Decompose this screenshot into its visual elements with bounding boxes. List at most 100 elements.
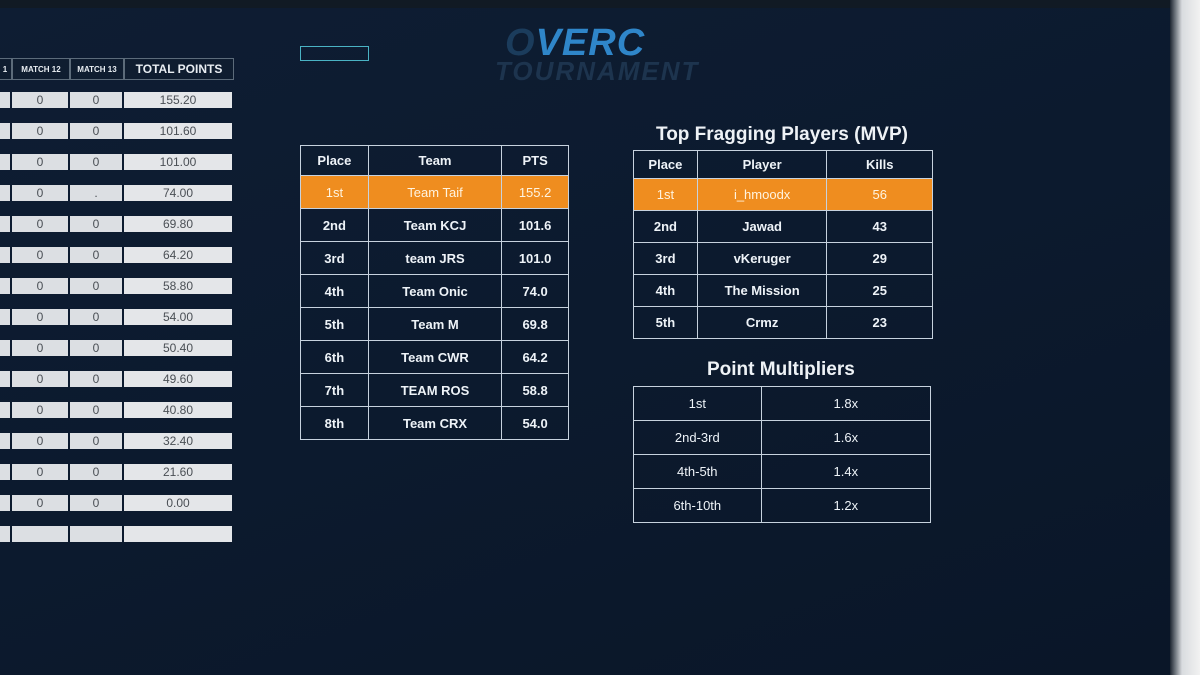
standings-pts-cell[interactable]: 101.0 <box>501 241 569 275</box>
standings-team-header[interactable]: Team <box>367 145 503 176</box>
match-12-header[interactable]: MATCH 12 <box>12 58 70 80</box>
multiplier-value-cell[interactable]: 1.4x <box>760 454 932 489</box>
standings-team-cell[interactable]: Team KCJ <box>367 208 503 242</box>
standings-team-cell[interactable]: team JRS <box>367 241 503 275</box>
mvp-player-cell[interactable]: Crmz <box>696 306 828 339</box>
standings-place-cell[interactable]: 7th <box>300 373 369 407</box>
total-points-cell[interactable]: 21.60 <box>124 464 232 480</box>
standings-place-header[interactable]: Place <box>300 145 369 176</box>
match-12-cell[interactable]: 0 <box>12 464 68 480</box>
total-points-cell[interactable]: 69.80 <box>124 216 232 232</box>
standings-place-cell[interactable]: 6th <box>300 340 369 374</box>
standings-team-cell[interactable]: TEAM ROS <box>367 373 503 407</box>
total-points-header[interactable]: TOTAL POINTS <box>124 58 234 80</box>
match-11-cell[interactable] <box>0 154 10 170</box>
match-12-cell[interactable]: 0 <box>12 402 68 418</box>
multiplier-value-cell[interactable]: 1.8x <box>760 386 932 421</box>
match-13-cell[interactable]: 0 <box>70 92 122 108</box>
total-points-cell[interactable]: 101.00 <box>124 154 232 170</box>
mvp-kills-cell[interactable]: 25 <box>826 274 933 307</box>
multiplier-range-cell[interactable]: 4th-5th <box>633 454 762 489</box>
total-points-cell[interactable] <box>124 526 232 542</box>
standings-team-cell[interactable]: Team M <box>367 307 503 341</box>
total-points-cell[interactable]: 58.80 <box>124 278 232 294</box>
mvp-player-cell[interactable]: i_hmoodx <box>696 178 828 211</box>
match-12-cell[interactable]: 0 <box>12 185 68 201</box>
match-13-cell[interactable]: . <box>70 185 122 201</box>
standings-pts-cell[interactable]: 101.6 <box>501 208 569 242</box>
mvp-place-cell[interactable]: 3rd <box>633 242 698 275</box>
match-11-cell[interactable] <box>0 371 10 387</box>
match-13-cell[interactable]: 0 <box>70 464 122 480</box>
mvp-player-cell[interactable]: Jawad <box>696 210 828 243</box>
match-12-cell[interactable]: 0 <box>12 495 68 511</box>
match-11-cell[interactable] <box>0 92 10 108</box>
mvp-place-header[interactable]: Place <box>633 150 698 179</box>
match-11-cell[interactable] <box>0 216 10 232</box>
match-11-cell[interactable] <box>0 526 10 542</box>
total-points-cell[interactable]: 0.00 <box>124 495 232 511</box>
standings-place-cell[interactable]: 3rd <box>300 241 369 275</box>
match-11-cell[interactable] <box>0 433 10 449</box>
match-13-cell[interactable]: 0 <box>70 123 122 139</box>
match-12-cell[interactable]: 0 <box>12 340 68 356</box>
match-12-cell[interactable]: 0 <box>12 278 68 294</box>
mvp-player-cell[interactable]: vKeruger <box>696 242 828 275</box>
match-11-cell[interactable] <box>0 309 10 325</box>
match-13-cell[interactable]: 0 <box>70 309 122 325</box>
standings-place-cell[interactable]: 4th <box>300 274 369 308</box>
match-11-cell[interactable] <box>0 495 10 511</box>
standings-pts-cell[interactable]: 54.0 <box>501 406 569 440</box>
match-12-cell[interactable]: 0 <box>12 123 68 139</box>
match-12-cell[interactable] <box>12 526 68 542</box>
total-points-cell[interactable]: 54.00 <box>124 309 232 325</box>
mvp-place-cell[interactable]: 5th <box>633 306 698 339</box>
match-12-cell[interactable]: 0 <box>12 309 68 325</box>
total-points-cell[interactable]: 101.60 <box>124 123 232 139</box>
match-11-cell[interactable] <box>0 402 10 418</box>
total-points-cell[interactable]: 74.00 <box>124 185 232 201</box>
match-11-cell[interactable] <box>0 185 10 201</box>
mvp-kills-cell[interactable]: 56 <box>826 178 933 211</box>
match-12-cell[interactable]: 0 <box>12 433 68 449</box>
standings-place-cell[interactable]: 8th <box>300 406 369 440</box>
multiplier-range-cell[interactable]: 6th-10th <box>633 488 762 523</box>
standings-pts-header[interactable]: PTS <box>501 145 569 176</box>
mvp-place-cell[interactable]: 4th <box>633 274 698 307</box>
standings-pts-cell[interactable]: 69.8 <box>501 307 569 341</box>
multiplier-range-cell[interactable]: 2nd-3rd <box>633 420 762 455</box>
match-13-cell[interactable]: 0 <box>70 433 122 449</box>
match-12-cell[interactable]: 0 <box>12 371 68 387</box>
match-11-cell[interactable] <box>0 278 10 294</box>
total-points-cell[interactable]: 49.60 <box>124 371 232 387</box>
standings-team-cell[interactable]: Team Taif <box>367 175 503 209</box>
match-11-cell[interactable] <box>0 123 10 139</box>
match-11-cell[interactable] <box>0 464 10 480</box>
multiplier-range-cell[interactable]: 1st <box>633 386 762 421</box>
match-12-cell[interactable]: 0 <box>12 247 68 263</box>
match-13-cell[interactable]: 0 <box>70 495 122 511</box>
match-13-cell[interactable]: 0 <box>70 278 122 294</box>
standings-place-cell[interactable]: 2nd <box>300 208 369 242</box>
match-13-cell[interactable]: 0 <box>70 247 122 263</box>
selected-cell-outline[interactable] <box>300 46 369 61</box>
match-13-cell[interactable]: 0 <box>70 216 122 232</box>
match-12-cell[interactable]: 0 <box>12 216 68 232</box>
match-11-header[interactable]: 1 <box>0 58 12 80</box>
match-13-cell[interactable]: 0 <box>70 371 122 387</box>
standings-pts-cell[interactable]: 64.2 <box>501 340 569 374</box>
standings-pts-cell[interactable]: 74.0 <box>501 274 569 308</box>
standings-pts-cell[interactable]: 58.8 <box>501 373 569 407</box>
mvp-kills-cell[interactable]: 29 <box>826 242 933 275</box>
total-points-cell[interactable]: 50.40 <box>124 340 232 356</box>
total-points-cell[interactable]: 40.80 <box>124 402 232 418</box>
multiplier-value-cell[interactable]: 1.6x <box>760 420 932 455</box>
match-12-cell[interactable]: 0 <box>12 154 68 170</box>
mvp-kills-cell[interactable]: 43 <box>826 210 933 243</box>
match-13-cell[interactable]: 0 <box>70 340 122 356</box>
total-points-cell[interactable]: 32.40 <box>124 433 232 449</box>
standings-team-cell[interactable]: Team CWR <box>367 340 503 374</box>
standings-pts-cell[interactable]: 155.2 <box>501 175 569 209</box>
standings-place-cell[interactable]: 5th <box>300 307 369 341</box>
multiplier-value-cell[interactable]: 1.2x <box>760 488 932 523</box>
